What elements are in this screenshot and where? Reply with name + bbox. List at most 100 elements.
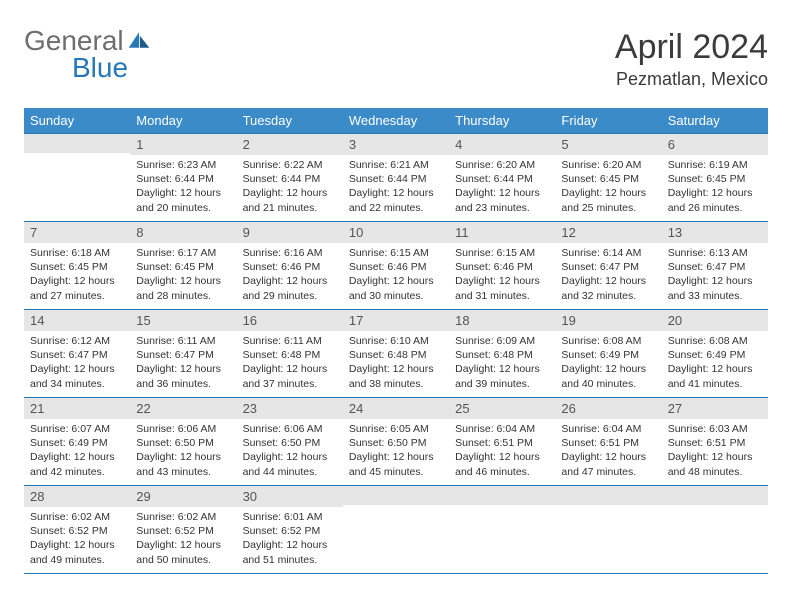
day-detail-line: Sunrise: 6:15 AM <box>349 246 443 260</box>
day-detail-line: Sunset: 6:50 PM <box>349 436 443 450</box>
day-detail-line: and 29 minutes. <box>243 289 337 303</box>
day-number: 12 <box>555 222 661 243</box>
calendar-day-cell: 22Sunrise: 6:06 AMSunset: 6:50 PMDayligh… <box>130 398 236 486</box>
calendar-day-cell <box>24 134 130 222</box>
day-detail-line: and 38 minutes. <box>349 377 443 391</box>
day-number: 29 <box>130 486 236 507</box>
calendar-day-cell: 1Sunrise: 6:23 AMSunset: 6:44 PMDaylight… <box>130 134 236 222</box>
day-detail-line: Sunset: 6:51 PM <box>668 436 762 450</box>
day-details: Sunrise: 6:02 AMSunset: 6:52 PMDaylight:… <box>24 507 130 573</box>
day-number: 30 <box>237 486 343 507</box>
day-number: 17 <box>343 310 449 331</box>
day-detail-line: Sunrise: 6:15 AM <box>455 246 549 260</box>
day-details: Sunrise: 6:17 AMSunset: 6:45 PMDaylight:… <box>130 243 236 309</box>
day-detail-line: and 26 minutes. <box>668 201 762 215</box>
day-detail-line: Sunset: 6:45 PM <box>30 260 124 274</box>
day-detail-line: Sunset: 6:47 PM <box>561 260 655 274</box>
day-number: 9 <box>237 222 343 243</box>
day-details: Sunrise: 6:19 AMSunset: 6:45 PMDaylight:… <box>662 155 768 221</box>
day-detail-line: Sunset: 6:52 PM <box>30 524 124 538</box>
day-details: Sunrise: 6:15 AMSunset: 6:46 PMDaylight:… <box>449 243 555 309</box>
day-detail-line: Sunset: 6:45 PM <box>668 172 762 186</box>
day-details: Sunrise: 6:23 AMSunset: 6:44 PMDaylight:… <box>130 155 236 221</box>
day-detail-line: Sunset: 6:50 PM <box>243 436 337 450</box>
day-details: Sunrise: 6:16 AMSunset: 6:46 PMDaylight:… <box>237 243 343 309</box>
day-detail-line: Sunrise: 6:22 AM <box>243 158 337 172</box>
day-detail-line: Sunrise: 6:20 AM <box>455 158 549 172</box>
day-detail-line: Daylight: 12 hours <box>561 450 655 464</box>
day-detail-line: Sunrise: 6:11 AM <box>243 334 337 348</box>
day-detail-line: Daylight: 12 hours <box>30 362 124 376</box>
day-detail-line: Daylight: 12 hours <box>136 274 230 288</box>
day-detail-line: Daylight: 12 hours <box>668 450 762 464</box>
day-details: Sunrise: 6:05 AMSunset: 6:50 PMDaylight:… <box>343 419 449 485</box>
day-detail-line: Sunrise: 6:04 AM <box>561 422 655 436</box>
day-number: 7 <box>24 222 130 243</box>
day-detail-line: and 45 minutes. <box>349 465 443 479</box>
day-detail-line: and 43 minutes. <box>136 465 230 479</box>
day-detail-line: and 49 minutes. <box>30 553 124 567</box>
calendar-week-row: 28Sunrise: 6:02 AMSunset: 6:52 PMDayligh… <box>24 486 768 574</box>
day-detail-line: and 37 minutes. <box>243 377 337 391</box>
day-detail-line: Daylight: 12 hours <box>349 450 443 464</box>
day-detail-line: and 32 minutes. <box>561 289 655 303</box>
day-detail-line: and 22 minutes. <box>349 201 443 215</box>
day-details: Sunrise: 6:10 AMSunset: 6:48 PMDaylight:… <box>343 331 449 397</box>
day-detail-line: Sunrise: 6:10 AM <box>349 334 443 348</box>
calendar-day-cell: 18Sunrise: 6:09 AMSunset: 6:48 PMDayligh… <box>449 310 555 398</box>
day-detail-line: Sunrise: 6:13 AM <box>668 246 762 260</box>
calendar-day-cell: 30Sunrise: 6:01 AMSunset: 6:52 PMDayligh… <box>237 486 343 574</box>
day-detail-line: Sunrise: 6:08 AM <box>668 334 762 348</box>
calendar-day-cell: 8Sunrise: 6:17 AMSunset: 6:45 PMDaylight… <box>130 222 236 310</box>
day-detail-line: Daylight: 12 hours <box>30 274 124 288</box>
day-number: 2 <box>237 134 343 155</box>
day-detail-line: Sunset: 6:48 PM <box>455 348 549 362</box>
day-detail-line: Daylight: 12 hours <box>136 186 230 200</box>
day-detail-line: and 41 minutes. <box>668 377 762 391</box>
day-detail-line: and 39 minutes. <box>455 377 549 391</box>
day-detail-line: Sunset: 6:48 PM <box>243 348 337 362</box>
weekday-header: Friday <box>555 108 661 134</box>
calendar-day-cell <box>343 486 449 574</box>
day-detail-line: Sunrise: 6:14 AM <box>561 246 655 260</box>
weekday-header: Saturday <box>662 108 768 134</box>
calendar-day-cell: 27Sunrise: 6:03 AMSunset: 6:51 PMDayligh… <box>662 398 768 486</box>
day-number: 15 <box>130 310 236 331</box>
day-detail-line: Daylight: 12 hours <box>243 274 337 288</box>
day-detail-line: Daylight: 12 hours <box>668 362 762 376</box>
day-details: Sunrise: 6:08 AMSunset: 6:49 PMDaylight:… <box>662 331 768 397</box>
day-detail-line: and 25 minutes. <box>561 201 655 215</box>
day-detail-line: Sunrise: 6:18 AM <box>30 246 124 260</box>
calendar-day-cell: 13Sunrise: 6:13 AMSunset: 6:47 PMDayligh… <box>662 222 768 310</box>
day-number: 4 <box>449 134 555 155</box>
day-detail-line: Sunset: 6:44 PM <box>349 172 443 186</box>
weekday-header: Wednesday <box>343 108 449 134</box>
day-detail-line: Sunrise: 6:12 AM <box>30 334 124 348</box>
day-number <box>662 486 768 505</box>
day-number <box>24 134 130 153</box>
weekday-header: Thursday <box>449 108 555 134</box>
day-detail-line: Sunset: 6:51 PM <box>455 436 549 450</box>
day-number: 27 <box>662 398 768 419</box>
day-details: Sunrise: 6:18 AMSunset: 6:45 PMDaylight:… <box>24 243 130 309</box>
day-detail-line: Sunrise: 6:21 AM <box>349 158 443 172</box>
day-number: 20 <box>662 310 768 331</box>
location: Pezmatlan, Mexico <box>615 69 768 90</box>
month-title: April 2024 <box>615 28 768 67</box>
day-detail-line: Sunrise: 6:02 AM <box>30 510 124 524</box>
calendar-day-cell: 29Sunrise: 6:02 AMSunset: 6:52 PMDayligh… <box>130 486 236 574</box>
day-details: Sunrise: 6:01 AMSunset: 6:52 PMDaylight:… <box>237 507 343 573</box>
day-detail-line: Sunrise: 6:07 AM <box>30 422 124 436</box>
day-detail-line: and 21 minutes. <box>243 201 337 215</box>
day-number <box>449 486 555 505</box>
day-detail-line: Sunset: 6:52 PM <box>243 524 337 538</box>
calendar-day-cell: 24Sunrise: 6:05 AMSunset: 6:50 PMDayligh… <box>343 398 449 486</box>
calendar-week-row: 7Sunrise: 6:18 AMSunset: 6:45 PMDaylight… <box>24 222 768 310</box>
day-detail-line: Sunrise: 6:20 AM <box>561 158 655 172</box>
day-number: 13 <box>662 222 768 243</box>
day-detail-line: and 44 minutes. <box>243 465 337 479</box>
day-details: Sunrise: 6:02 AMSunset: 6:52 PMDaylight:… <box>130 507 236 573</box>
day-details: Sunrise: 6:12 AMSunset: 6:47 PMDaylight:… <box>24 331 130 397</box>
day-details: Sunrise: 6:20 AMSunset: 6:44 PMDaylight:… <box>449 155 555 221</box>
day-detail-line: Daylight: 12 hours <box>349 274 443 288</box>
